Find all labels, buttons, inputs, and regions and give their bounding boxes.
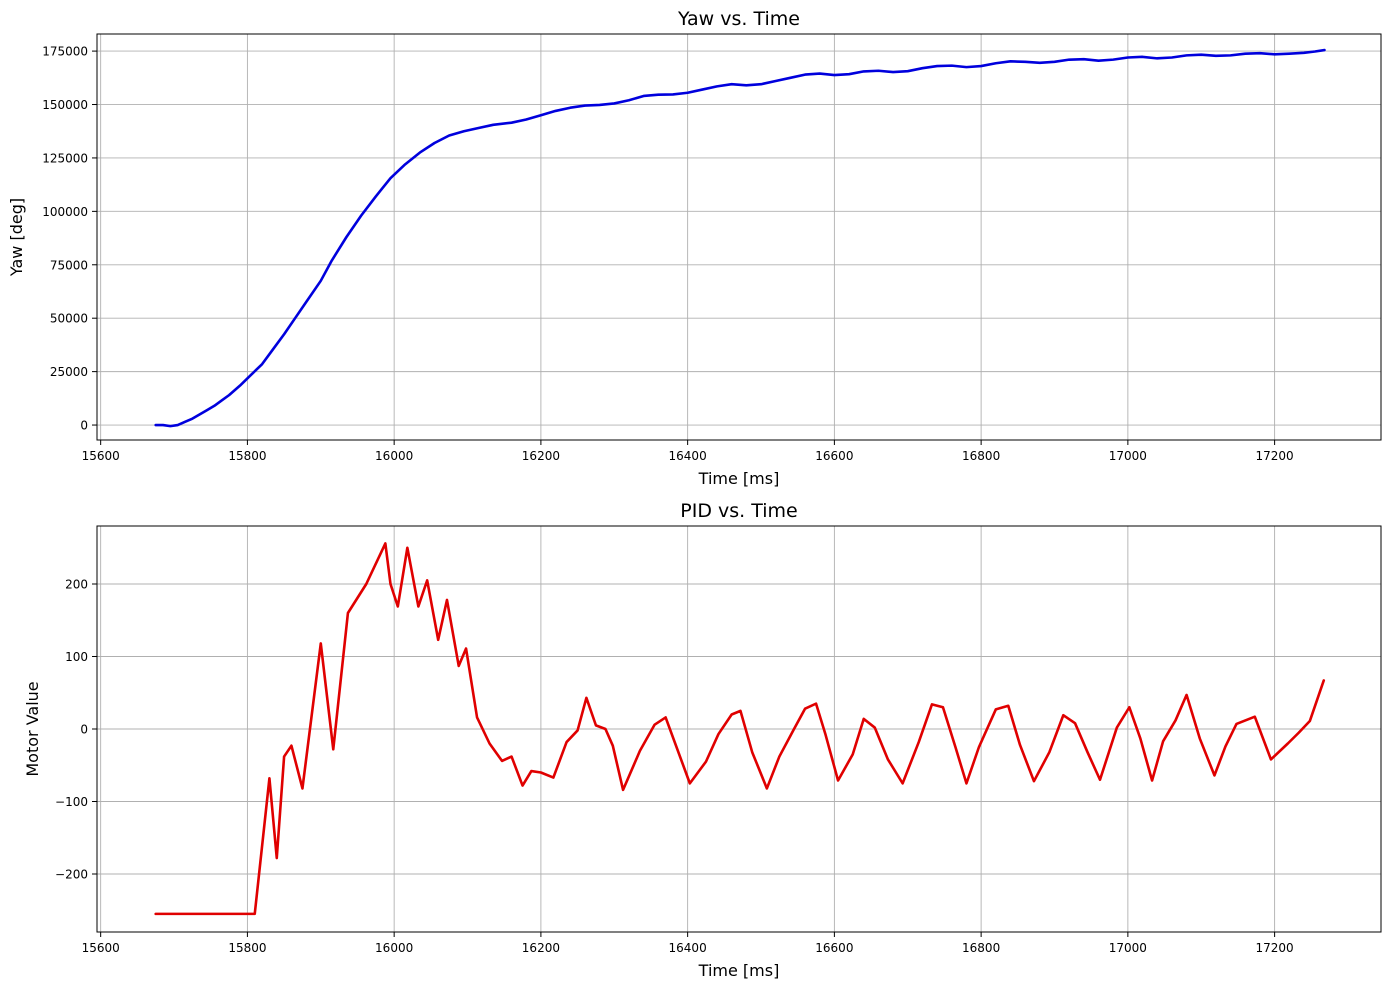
x-tick-label: 16800 [962,941,1000,955]
x-axis-label: Time [ms] [698,961,780,980]
x-tick-label: 15800 [228,941,266,955]
x-tick-label: 16400 [669,941,707,955]
chart-panel-1: 15600 15800 16000 16200 16400 16600 16800 17000… [7,8,1382,488]
x-tick-label: 17200 [1256,449,1294,463]
x-tick-label: 15600 [82,941,120,955]
chart-title: Yaw vs. Time [677,8,800,30]
x-tick-label: 16200 [522,449,560,463]
x-tick-label: 16000 [375,941,413,955]
chart-title: PID vs. Time [680,500,797,522]
y-tick-label: 50000 [50,312,88,326]
axes-frame [96,33,1382,441]
y-tick-label: 0 [80,723,88,737]
y-tick-label: 150000 [42,98,88,112]
chart-panel-2: 15600 15800 16000 16200 16400 16600 16800 17000… [23,500,1382,980]
y-tick-label: 100000 [42,205,88,219]
y-tick-label: 100 [65,650,88,664]
x-axis-label: Time [ms] [698,469,780,488]
y-tick-label: 125000 [42,151,88,165]
x-tick-label: 17200 [1256,941,1294,955]
series-line [154,48,1326,428]
x-tick-label: 16200 [522,941,560,955]
y-tick-label: 25000 [50,365,88,379]
x-tick-label: 16800 [962,449,1000,463]
y-axis-label: Motor Value [23,681,42,776]
series-line [154,542,1326,916]
y-tick-label: 175000 [42,45,88,59]
y-tick-label: 75000 [50,258,88,272]
x-tick-label: 16600 [815,941,853,955]
y-axis-label: Yaw [deg] [7,198,26,277]
y-tick-label: 0 [80,419,88,433]
x-tick-label: 16400 [669,449,707,463]
x-tick-label: 16000 [375,449,413,463]
x-tick-label: 17000 [1109,449,1147,463]
x-tick-label: 15600 [82,449,120,463]
y-tick-label: 200 [65,578,88,592]
x-tick-label: 15800 [228,449,266,463]
y-tick-label: −200 [55,868,88,882]
x-tick-label: 17000 [1109,941,1147,955]
y-tick-label: −100 [55,795,88,809]
x-tick-label: 16600 [815,449,853,463]
